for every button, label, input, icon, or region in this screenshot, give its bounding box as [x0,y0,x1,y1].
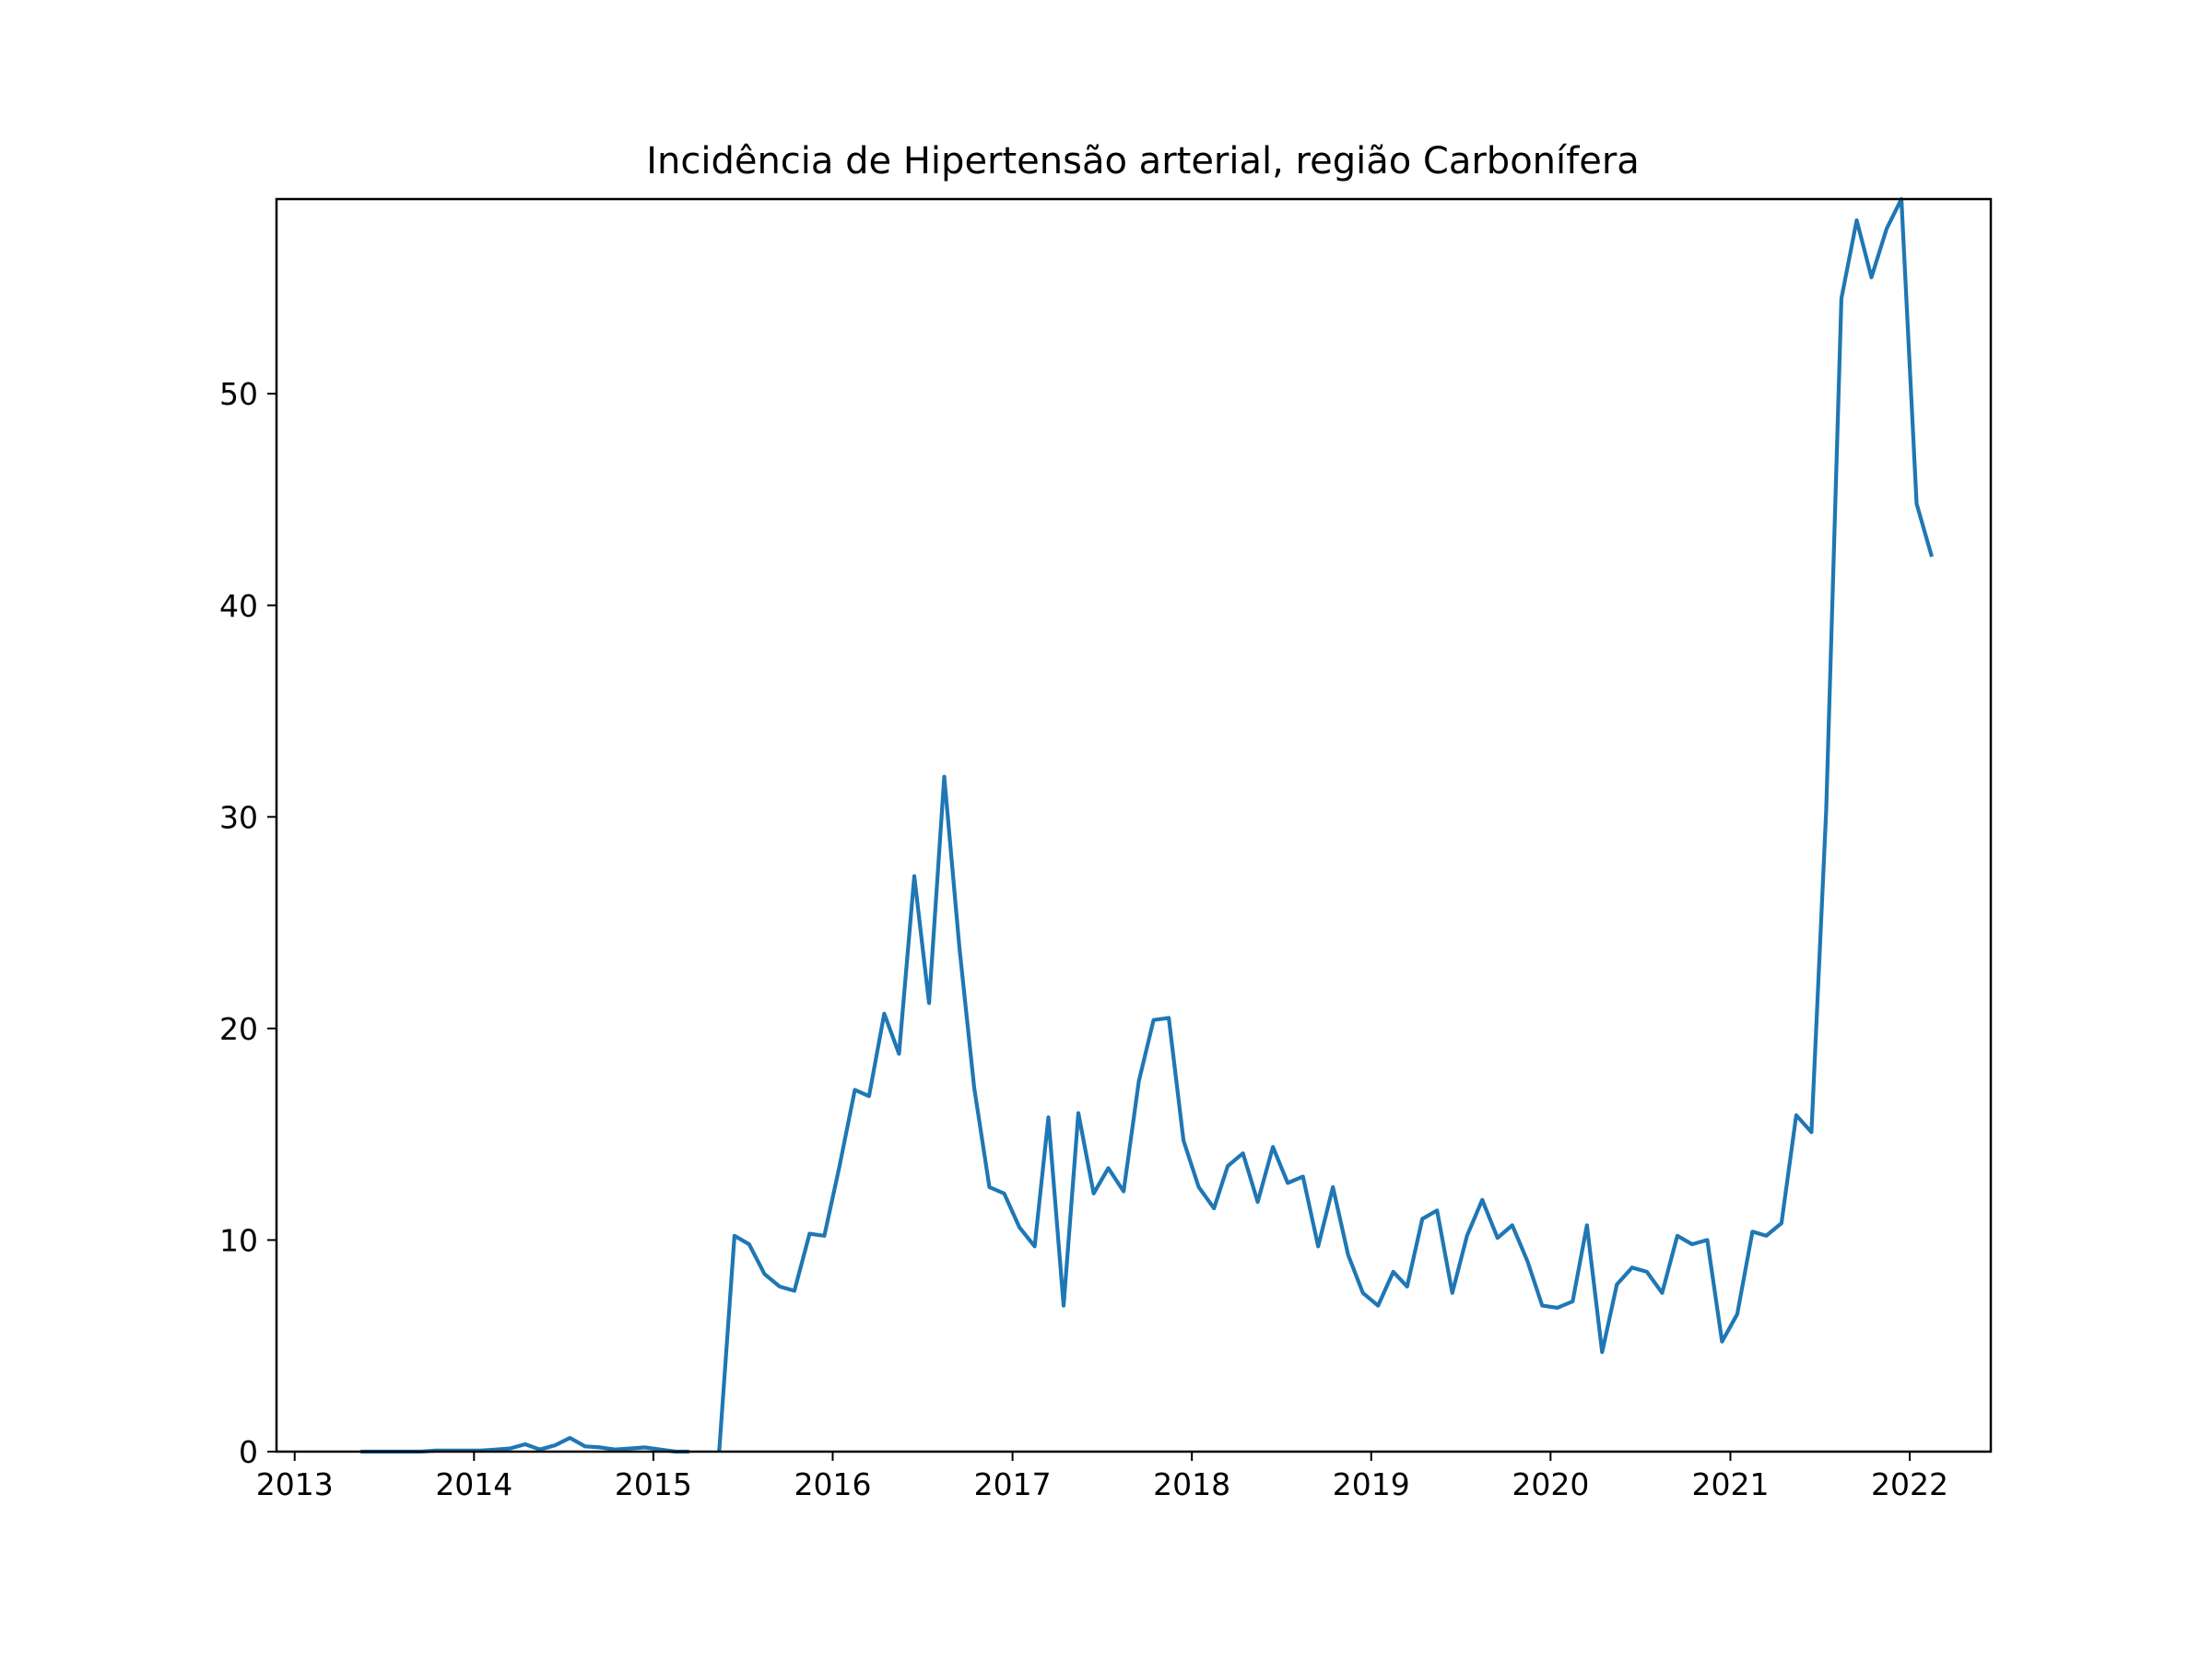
x-tick-label: 2018 [1153,1466,1230,1502]
x-tick-label: 2021 [1691,1466,1769,1502]
chart-title: Incidência de Hipertensão arterial, regi… [646,140,1640,182]
y-tick-label: 10 [219,1222,258,1258]
y-tick-label: 0 [239,1434,258,1470]
x-tick-label: 2017 [974,1466,1052,1502]
x-tick-label: 2016 [794,1466,871,1502]
x-tick-label: 2015 [615,1466,692,1502]
axis-ticks: 2013 2014 2015 2016 2017 2018 2019 2020 2021 2022… [219,376,1948,1502]
x-tick-label: 2022 [1871,1466,1948,1502]
y-tick-label: 20 [219,1011,258,1047]
x-tick-label: 2014 [435,1466,512,1502]
y-tick-label: 50 [219,376,258,412]
y-tick-label: 30 [219,799,258,835]
axes-frame [275,197,1993,1453]
y-tick-label: 40 [219,588,258,624]
x-tick-label: 2013 [256,1466,334,1502]
x-tick-label: 2019 [1333,1466,1410,1502]
series-line [717,196,1935,1453]
x-tick-label: 2020 [1512,1466,1589,1502]
